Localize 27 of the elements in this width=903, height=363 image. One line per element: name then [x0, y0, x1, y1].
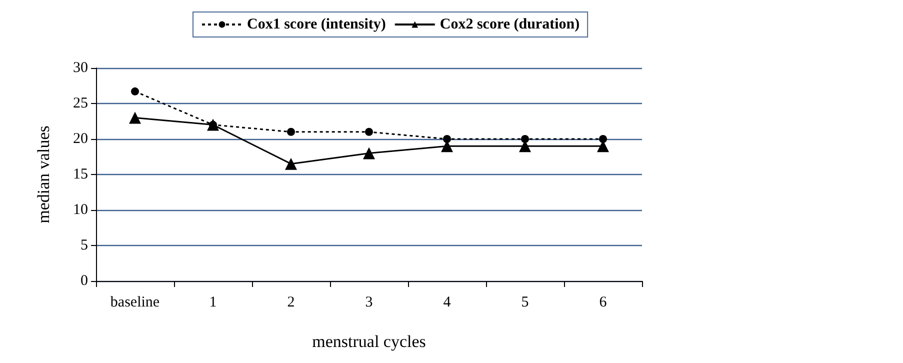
- legend-label: Cox1 score (intensity): [247, 16, 386, 32]
- point: [131, 87, 139, 96]
- point: [287, 128, 295, 136]
- point: [599, 135, 607, 143]
- x-tick-label: 2: [287, 294, 295, 310]
- y-tick-label: 0: [80, 273, 88, 289]
- point: [129, 112, 141, 124]
- y-tick-label: 15: [73, 166, 88, 182]
- x-tick-label: 3: [365, 294, 373, 310]
- y-tick-label: 20: [73, 131, 88, 147]
- x-tick-label: 5: [521, 294, 529, 310]
- point: [363, 147, 375, 160]
- y-tick-label: 10: [73, 202, 88, 218]
- x-axis-title: menstrual cycles: [312, 332, 426, 351]
- y-tick-label: 30: [73, 60, 88, 76]
- point: [443, 135, 451, 143]
- x-tick-label: 1: [209, 294, 217, 310]
- y-tick-label: 5: [80, 238, 88, 254]
- y-axis-title: median values: [34, 126, 53, 224]
- x-tick-label: 6: [599, 294, 608, 310]
- x-tick-label: baseline: [110, 294, 160, 310]
- point: [521, 135, 529, 143]
- legend-label: Cox2 score (duration): [440, 16, 580, 32]
- x-tick-label: 4: [443, 294, 452, 310]
- y-tick-label: 25: [73, 96, 88, 112]
- point: [365, 128, 373, 136]
- point: [285, 158, 297, 170]
